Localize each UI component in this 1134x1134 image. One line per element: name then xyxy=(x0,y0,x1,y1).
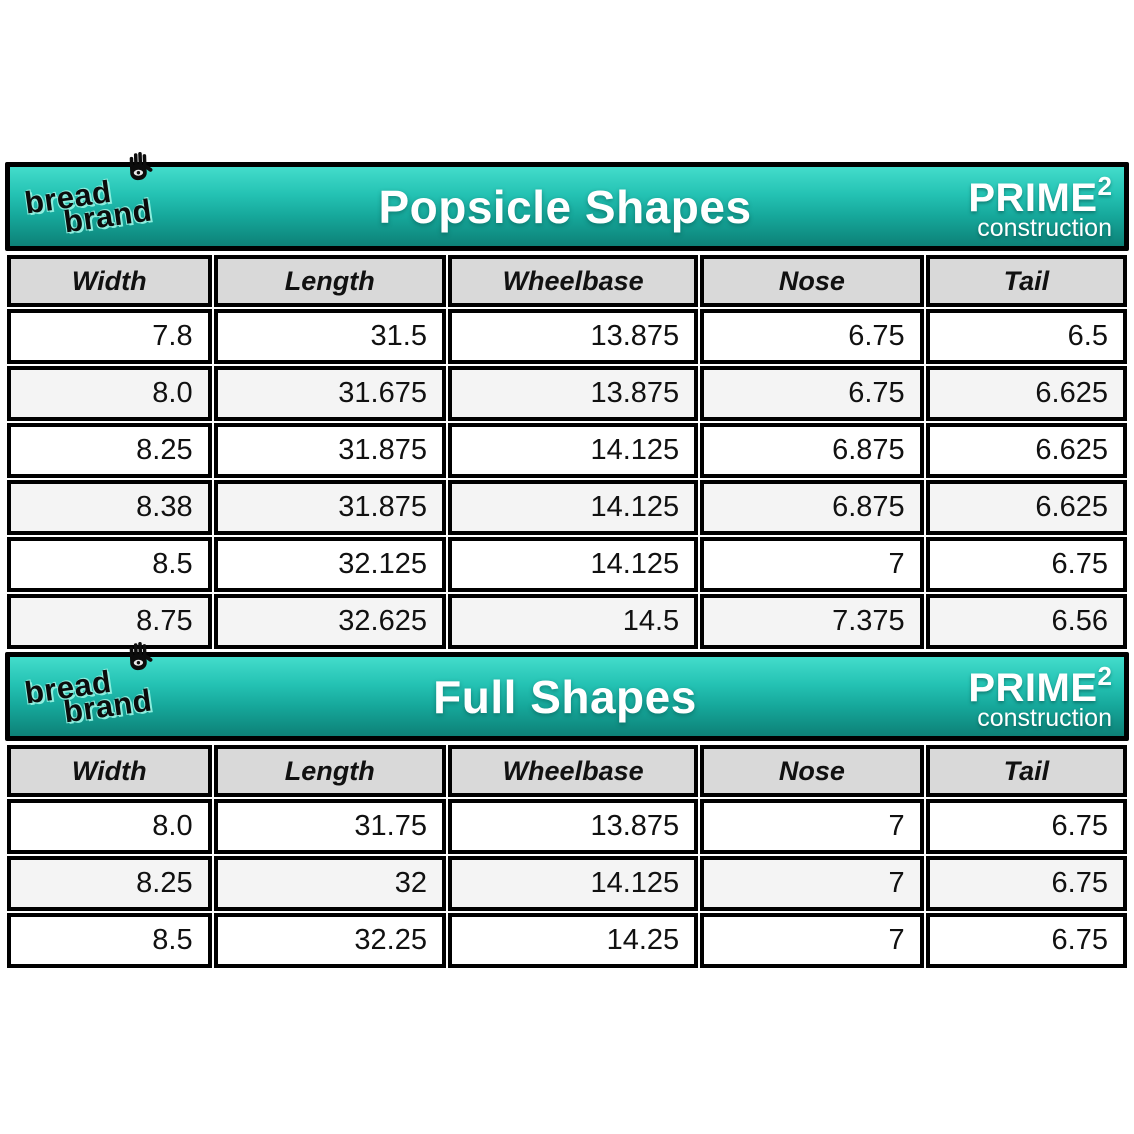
table-cell: 6.75 xyxy=(925,913,1127,968)
header-row: Width Length Wheelbase Nose Tail xyxy=(7,745,1127,797)
table-cell: 6.625 xyxy=(925,480,1127,535)
table-cell: 6.625 xyxy=(925,423,1127,478)
table-cell: 6.75 xyxy=(700,366,924,421)
table-cell: 14.125 xyxy=(448,856,699,911)
table-cell: 32.25 xyxy=(213,913,446,968)
table-cell: 6.56 xyxy=(925,594,1127,649)
section-popsicle-shapes: bread brand xyxy=(5,152,1129,651)
table-cell: 14.125 xyxy=(448,537,699,592)
prime-badge-exponent: 2 xyxy=(1097,660,1112,691)
table-cell: 13.875 xyxy=(448,309,699,364)
table-cell: 8.5 xyxy=(7,913,212,968)
table-row: 8.25 32 14.125 7 6.75 xyxy=(7,856,1127,911)
table-cell: 32 xyxy=(213,856,446,911)
table-cell: 14.125 xyxy=(448,423,699,478)
table-row: 8.0 31.75 13.875 7 6.75 xyxy=(7,799,1127,854)
hand-eye-icon xyxy=(125,151,154,184)
table-row: 8.5 32.25 14.25 7 6.75 xyxy=(7,913,1127,968)
column-header-width: Width xyxy=(7,745,212,797)
column-header-tail: Tail xyxy=(925,745,1127,797)
spec-sheet: bread brand xyxy=(5,152,1129,971)
table-cell: 6.75 xyxy=(925,856,1127,911)
table-cell: 8.0 xyxy=(7,366,212,421)
column-header-nose: Nose xyxy=(700,255,924,307)
table-cell: 6.75 xyxy=(925,537,1127,592)
prime-badge-name: PRIME xyxy=(968,665,1098,710)
table-cell: 8.25 xyxy=(7,856,212,911)
table-cell: 32.625 xyxy=(213,594,446,649)
brand-logo-text: bread brand xyxy=(23,152,154,243)
header-row: Width Length Wheelbase Nose Tail xyxy=(7,255,1127,307)
section-full-shapes: bread brand xyxy=(5,642,1129,970)
table-cell: 8.25 xyxy=(7,423,212,478)
full-shapes-table: Width Length Wheelbase Nose Tail 8.0 31.75 13.… xyxy=(5,743,1129,970)
table-cell: 6.625 xyxy=(925,366,1127,421)
table-cell: 31.75 xyxy=(213,799,446,854)
table-row: 7.8 31.5 13.875 6.75 6.5 xyxy=(7,309,1127,364)
prime-construction-badge: PRIME2 construction xyxy=(908,173,1124,241)
table-cell: 7.375 xyxy=(700,594,924,649)
table-row: 8.25 31.875 14.125 6.875 6.625 xyxy=(7,423,1127,478)
table-cell: 8.0 xyxy=(7,799,212,854)
table-cell: 6.875 xyxy=(700,480,924,535)
table-cell: 7.8 xyxy=(7,309,212,364)
column-header-length: Length xyxy=(213,745,446,797)
column-header-wheelbase: Wheelbase xyxy=(448,745,699,797)
prime-badge-exponent: 2 xyxy=(1097,170,1112,201)
table-cell: 31.875 xyxy=(213,480,446,535)
table-cell: 6.75 xyxy=(925,799,1127,854)
table-cell: 31.875 xyxy=(213,423,446,478)
column-header-nose: Nose xyxy=(700,745,924,797)
brand-logo: bread brand xyxy=(10,152,222,239)
column-header-width: Width xyxy=(7,255,212,307)
table-cell: 7 xyxy=(700,799,924,854)
table-row: 8.5 32.125 14.125 7 6.75 xyxy=(7,537,1127,592)
table-row: 8.38 31.875 14.125 6.875 6.625 xyxy=(7,480,1127,535)
column-header-length: Length xyxy=(213,255,446,307)
table-cell: 7 xyxy=(700,537,924,592)
banner-full: bread brand xyxy=(5,642,1129,741)
table-cell: 6.75 xyxy=(700,309,924,364)
table-cell: 31.675 xyxy=(213,366,446,421)
prime-badge-subtitle: construction xyxy=(977,213,1112,242)
table-cell: 13.875 xyxy=(448,366,699,421)
prime-badge-name: PRIME xyxy=(968,175,1098,220)
brand-logo: bread brand xyxy=(10,642,222,729)
table-row: 8.75 32.625 14.5 7.375 6.56 xyxy=(7,594,1127,649)
prime-construction-badge: PRIME2 construction xyxy=(908,663,1124,731)
table-cell: 14.125 xyxy=(448,480,699,535)
table-cell: 13.875 xyxy=(448,799,699,854)
banner-popsicle: bread brand xyxy=(5,152,1129,251)
table-cell: 31.5 xyxy=(213,309,446,364)
table-cell: 6.875 xyxy=(700,423,924,478)
brand-logo-text: bread brand xyxy=(23,642,154,733)
table-cell: 14.25 xyxy=(448,913,699,968)
popsicle-shapes-table: Width Length Wheelbase Nose Tail 7.8 31.5 13.8… xyxy=(5,253,1129,651)
column-header-tail: Tail xyxy=(925,255,1127,307)
table-row: 8.0 31.675 13.875 6.75 6.625 xyxy=(7,366,1127,421)
prime-badge-subtitle: construction xyxy=(977,703,1112,732)
table-cell: 8.5 xyxy=(7,537,212,592)
table-cell: 7 xyxy=(700,913,924,968)
column-header-wheelbase: Wheelbase xyxy=(448,255,699,307)
table-title-popsicle: Popsicle Shapes xyxy=(378,180,752,233)
table-title-full: Full Shapes xyxy=(433,670,697,723)
table-cell: 32.125 xyxy=(213,537,446,592)
hand-eye-icon xyxy=(125,641,154,674)
table-cell: 6.5 xyxy=(925,309,1127,364)
table-cell: 14.5 xyxy=(448,594,699,649)
table-cell: 8.75 xyxy=(7,594,212,649)
table-cell: 8.38 xyxy=(7,480,212,535)
table-cell: 7 xyxy=(700,856,924,911)
